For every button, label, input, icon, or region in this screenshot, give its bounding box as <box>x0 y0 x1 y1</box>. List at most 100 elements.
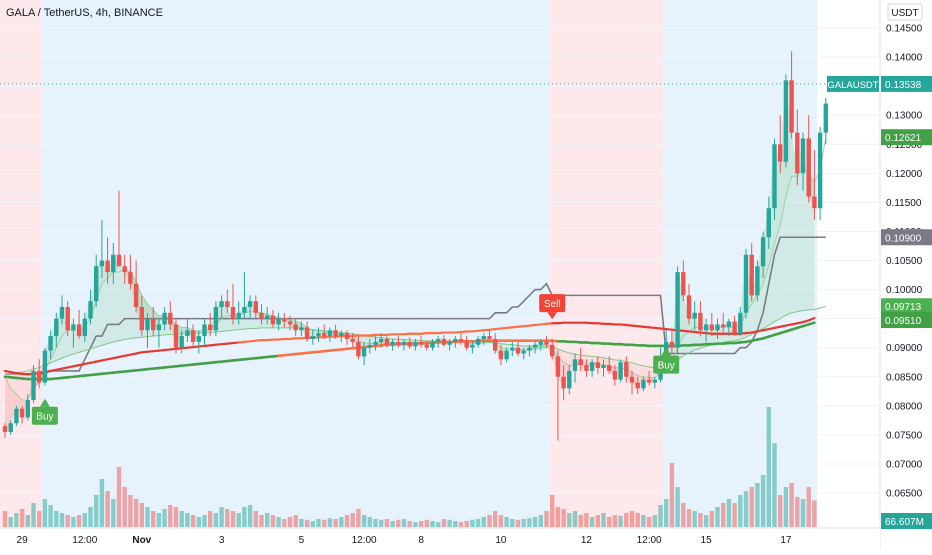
volume-bar <box>430 521 435 527</box>
candle <box>99 219 105 278</box>
band-fill-segment <box>683 331 689 356</box>
volume-bar <box>128 495 133 527</box>
candle <box>721 312 726 334</box>
volume-bar <box>481 517 486 527</box>
candle <box>2 423 8 438</box>
volume-bar <box>584 513 589 527</box>
candle-body <box>607 365 612 371</box>
volume-bar <box>122 487 127 527</box>
candle-body <box>589 362 595 371</box>
candle <box>555 350 561 441</box>
volume-bar <box>738 495 743 527</box>
candle <box>624 356 629 383</box>
candle <box>436 336 441 348</box>
candle <box>379 333 384 348</box>
candle <box>259 304 264 325</box>
candle <box>544 336 549 348</box>
candle-body <box>743 254 749 313</box>
candle <box>82 312 87 342</box>
candle-body <box>681 272 686 296</box>
candle <box>493 333 498 354</box>
band-fill-segment <box>803 167 809 311</box>
candle-body <box>48 336 53 351</box>
candle-body <box>806 138 811 197</box>
trend-fill-segment <box>683 295 689 337</box>
candle-body <box>652 379 657 383</box>
candle-body <box>635 382 640 389</box>
candle-body <box>322 333 327 337</box>
price-tick-label: 0.07000 <box>886 459 923 470</box>
price-tick-label: 0.08500 <box>886 372 923 383</box>
band-fill-segment <box>250 311 256 329</box>
candle <box>561 365 566 400</box>
volume-bar <box>772 443 777 527</box>
volume-bar <box>253 511 258 527</box>
signal-arrow <box>661 347 672 356</box>
price-tick-label: 0.14500 <box>886 24 923 35</box>
signal-label: Buy <box>36 412 53 423</box>
volume-bar <box>270 515 276 527</box>
candle-body <box>396 341 401 345</box>
regime-up-band <box>42 0 550 528</box>
upper-band-badge: 0.09713 <box>881 298 932 315</box>
band-fill-segment <box>711 327 718 345</box>
candle <box>550 338 555 360</box>
candle-body <box>795 132 800 174</box>
candle <box>14 405 19 427</box>
band-fill-segment <box>62 330 68 359</box>
candle <box>111 243 116 284</box>
band-fill-segment <box>221 315 228 332</box>
currency-box[interactable] <box>887 3 923 21</box>
band-fill-segment <box>500 343 507 349</box>
volume-bar <box>789 483 794 527</box>
candle <box>173 318 179 354</box>
candle-body <box>219 301 224 307</box>
candle <box>65 301 70 337</box>
volume-bar <box>493 511 498 527</box>
candle-body <box>259 312 264 319</box>
volume-bar <box>356 509 361 527</box>
candle-body <box>282 318 287 322</box>
candle-body <box>772 144 777 209</box>
band-fill-segment <box>557 348 564 363</box>
band-fill-segment <box>632 362 638 376</box>
volume-bar <box>190 515 196 527</box>
candle <box>139 295 144 337</box>
candle <box>59 295 65 325</box>
volume-bar <box>800 499 806 527</box>
candle <box>669 330 675 354</box>
time-tick-label: 12:00 <box>637 535 662 546</box>
volume-bar <box>567 513 572 527</box>
fast-line-badge: 0.12621 <box>881 129 932 146</box>
candle-body <box>629 376 635 383</box>
stop-line-badge: 0.10900 <box>881 229 932 246</box>
volume-bar <box>230 511 236 527</box>
candle <box>732 315 737 337</box>
candle-body <box>88 301 93 319</box>
volume-bar <box>2 511 8 527</box>
candle <box>418 336 424 348</box>
candle-body <box>111 254 116 273</box>
candle <box>322 324 327 339</box>
candle-body <box>173 324 179 348</box>
band-fill-segment <box>706 327 712 347</box>
volume-bar <box>698 513 703 527</box>
candle-body <box>59 307 65 319</box>
price-tick-label: 0.06500 <box>886 489 923 500</box>
volume-bar <box>42 499 48 527</box>
candle <box>498 344 504 366</box>
volume-bar <box>458 522 464 527</box>
candle <box>88 289 93 325</box>
candle <box>367 338 372 354</box>
volume-bar <box>105 491 110 527</box>
candle <box>572 353 578 383</box>
candle-body <box>475 338 481 345</box>
candle <box>282 312 287 328</box>
candle <box>783 74 789 168</box>
candle-body <box>162 312 167 325</box>
volume-bar <box>601 513 606 527</box>
candle <box>327 327 333 342</box>
regime-background <box>0 0 818 528</box>
